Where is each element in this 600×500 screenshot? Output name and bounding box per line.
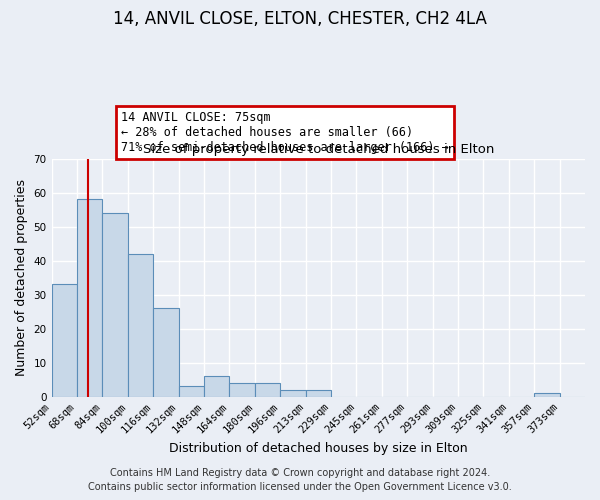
Bar — [305, 390, 331, 396]
Bar — [204, 376, 229, 396]
Bar — [77, 200, 103, 396]
Text: 14, ANVIL CLOSE, ELTON, CHESTER, CH2 4LA: 14, ANVIL CLOSE, ELTON, CHESTER, CH2 4LA — [113, 10, 487, 28]
Y-axis label: Number of detached properties: Number of detached properties — [15, 179, 28, 376]
Text: 14 ANVIL CLOSE: 75sqm
← 28% of detached houses are smaller (66)
71% of semi-deta: 14 ANVIL CLOSE: 75sqm ← 28% of detached … — [121, 111, 449, 154]
Text: Contains HM Land Registry data © Crown copyright and database right 2024.
Contai: Contains HM Land Registry data © Crown c… — [88, 468, 512, 492]
Title: Size of property relative to detached houses in Elton: Size of property relative to detached ho… — [143, 143, 494, 156]
Bar — [534, 393, 560, 396]
Bar — [255, 383, 280, 396]
Bar — [153, 308, 179, 396]
Bar — [280, 390, 305, 396]
Bar — [179, 386, 204, 396]
Bar — [52, 284, 77, 397]
X-axis label: Distribution of detached houses by size in Elton: Distribution of detached houses by size … — [169, 442, 467, 455]
Bar — [103, 213, 128, 396]
Bar — [128, 254, 153, 396]
Bar — [229, 383, 255, 396]
